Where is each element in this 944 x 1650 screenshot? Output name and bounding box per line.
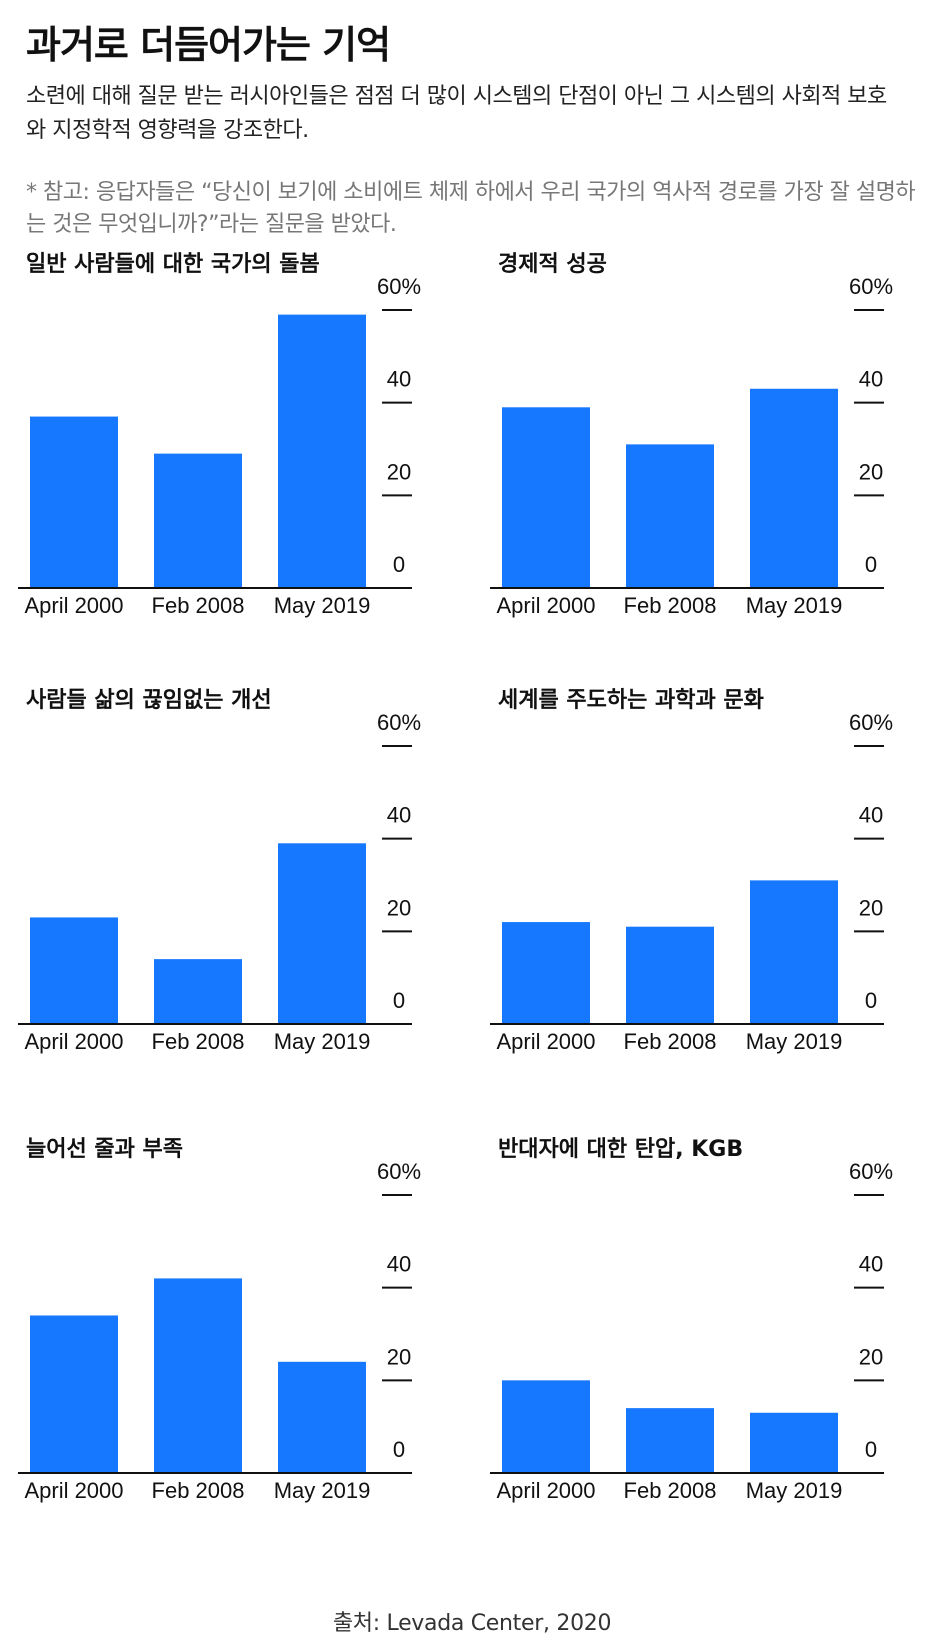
y-tick-label: 60% <box>377 274 421 299</box>
page-subtitle: 소련에 대해 질문 받는 러시아인들은 점점 더 많이 시스템의 단점이 아닌 … <box>26 84 887 143</box>
y-tick-label: 60% <box>849 274 893 299</box>
chart-panel-science-culture: 세계를 주도하는 과학과 문화 April 2000 Feb 2008 May 201… <box>472 676 922 1076</box>
category-label: April 2000 <box>496 593 595 618</box>
category-label: Feb 2008 <box>152 593 245 618</box>
bar-may-2019 <box>750 880 838 1024</box>
category-label: April 2000 <box>24 1478 123 1503</box>
bar-april-2000 <box>30 1315 118 1473</box>
y-tick-label: 40 <box>387 803 411 828</box>
y-tick-label: 0 <box>865 1437 877 1462</box>
chart-title: 반대자에 대한 탄압, KGB <box>498 1137 743 1162</box>
chart-title: 사람들 삶의 끊임없는 개선 <box>26 688 272 713</box>
bar-chart-svg: 세계를 주도하는 과학과 문화 April 2000 Feb 2008 May 201… <box>490 688 893 1054</box>
bar-feb-2008 <box>154 453 242 588</box>
bar-may-2019 <box>278 843 366 1024</box>
category-label: April 2000 <box>24 1029 123 1054</box>
chart-panel-queues-shortages: 늘어선 줄과 부족 April 2000 Feb 2008 May 2019 0 20 40… <box>0 1125 450 1525</box>
y-tick-label: 20 <box>387 459 411 484</box>
chart-title: 세계를 주도하는 과학과 문화 <box>498 688 764 713</box>
y-tick-label: 40 <box>859 367 883 392</box>
y-tick-label: 20 <box>387 895 411 920</box>
page-title: 과거로 더듬어가는 기억 <box>26 23 391 67</box>
category-label: Feb 2008 <box>152 1029 245 1054</box>
y-tick-label: 40 <box>859 1252 883 1277</box>
y-tick-label: 0 <box>393 988 405 1013</box>
bar-april-2000 <box>502 922 590 1024</box>
y-tick-label: 0 <box>865 988 877 1013</box>
category-label: May 2019 <box>274 1029 371 1054</box>
bar-chart-svg: 경제적 성공 April 2000 Feb 2008 May 2019 0 20 40 60% <box>490 252 893 618</box>
y-tick-label: 60% <box>849 710 893 735</box>
chart-title: 늘어선 줄과 부족 <box>26 1137 183 1162</box>
bar-feb-2008 <box>154 959 242 1024</box>
chart-panel-economic-success: 경제적 성공 April 2000 Feb 2008 May 2019 0 20 40 60% <box>472 240 922 640</box>
y-tick-label: 20 <box>859 895 883 920</box>
bar-chart-svg: 일반 사람들에 대한 국가의 돌봄 April 2000 Feb 2008 May 2… <box>18 252 421 618</box>
bar-chart-svg: 늘어선 줄과 부족 April 2000 Feb 2008 May 2019 0 20 40… <box>18 1137 421 1503</box>
category-label: May 2019 <box>746 593 843 618</box>
category-label: April 2000 <box>496 1029 595 1054</box>
category-label: Feb 2008 <box>624 1029 717 1054</box>
y-tick-label: 0 <box>393 552 405 577</box>
bar-may-2019 <box>750 388 838 588</box>
y-tick-label: 40 <box>387 367 411 392</box>
category-label: May 2019 <box>746 1029 843 1054</box>
chart-panel-repression-kgb: 반대자에 대한 탄압, KGB April 2000 Feb 2008 May 201… <box>472 1125 922 1525</box>
bar-may-2019 <box>278 314 366 588</box>
y-tick-label: 0 <box>393 1437 405 1462</box>
y-tick-label: 60% <box>377 710 421 735</box>
bar-feb-2008 <box>154 1278 242 1473</box>
chart-title: 일반 사람들에 대한 국가의 돌봄 <box>26 252 320 277</box>
y-tick-label: 40 <box>387 1252 411 1277</box>
bar-may-2019 <box>750 1412 838 1473</box>
bar-april-2000 <box>502 1380 590 1473</box>
category-label: Feb 2008 <box>624 593 717 618</box>
y-tick-label: 20 <box>387 1344 411 1369</box>
bar-chart-svg: 반대자에 대한 탄압, KGB April 2000 Feb 2008 May 201… <box>490 1137 893 1503</box>
category-label: May 2019 <box>274 593 371 618</box>
survey-note: * 참고: 응답자들은 “당신이 보기에 소비에트 체제 하에서 우리 국가의 … <box>26 180 916 237</box>
bar-april-2000 <box>502 407 590 588</box>
y-tick-label: 60% <box>849 1159 893 1184</box>
chart-title: 경제적 성공 <box>498 252 607 277</box>
bar-may-2019 <box>278 1361 366 1473</box>
bar-feb-2008 <box>626 1408 714 1473</box>
chart-panel-state-care: 일반 사람들에 대한 국가의 돌봄 April 2000 Feb 2008 May 2… <box>0 240 450 640</box>
bar-feb-2008 <box>626 444 714 588</box>
y-tick-label: 0 <box>865 552 877 577</box>
category-label: May 2019 <box>746 1478 843 1503</box>
category-label: Feb 2008 <box>624 1478 717 1503</box>
y-tick-label: 20 <box>859 459 883 484</box>
y-tick-label: 40 <box>859 803 883 828</box>
category-label: Feb 2008 <box>152 1478 245 1503</box>
bar-april-2000 <box>30 416 118 588</box>
bar-feb-2008 <box>626 926 714 1024</box>
bar-chart-svg: 사람들 삶의 끊임없는 개선 April 2000 Feb 2008 May 2019… <box>18 688 421 1054</box>
category-label: April 2000 <box>24 593 123 618</box>
bar-april-2000 <box>30 917 118 1024</box>
chart-panel-life-improvement: 사람들 삶의 끊임없는 개선 April 2000 Feb 2008 May 2019… <box>0 676 450 1076</box>
category-label: April 2000 <box>496 1478 595 1503</box>
y-tick-label: 60% <box>377 1159 421 1184</box>
y-tick-label: 20 <box>859 1344 883 1369</box>
source-credit: 출처: Levada Center, 2020 <box>332 1611 612 1636</box>
category-label: May 2019 <box>274 1478 371 1503</box>
